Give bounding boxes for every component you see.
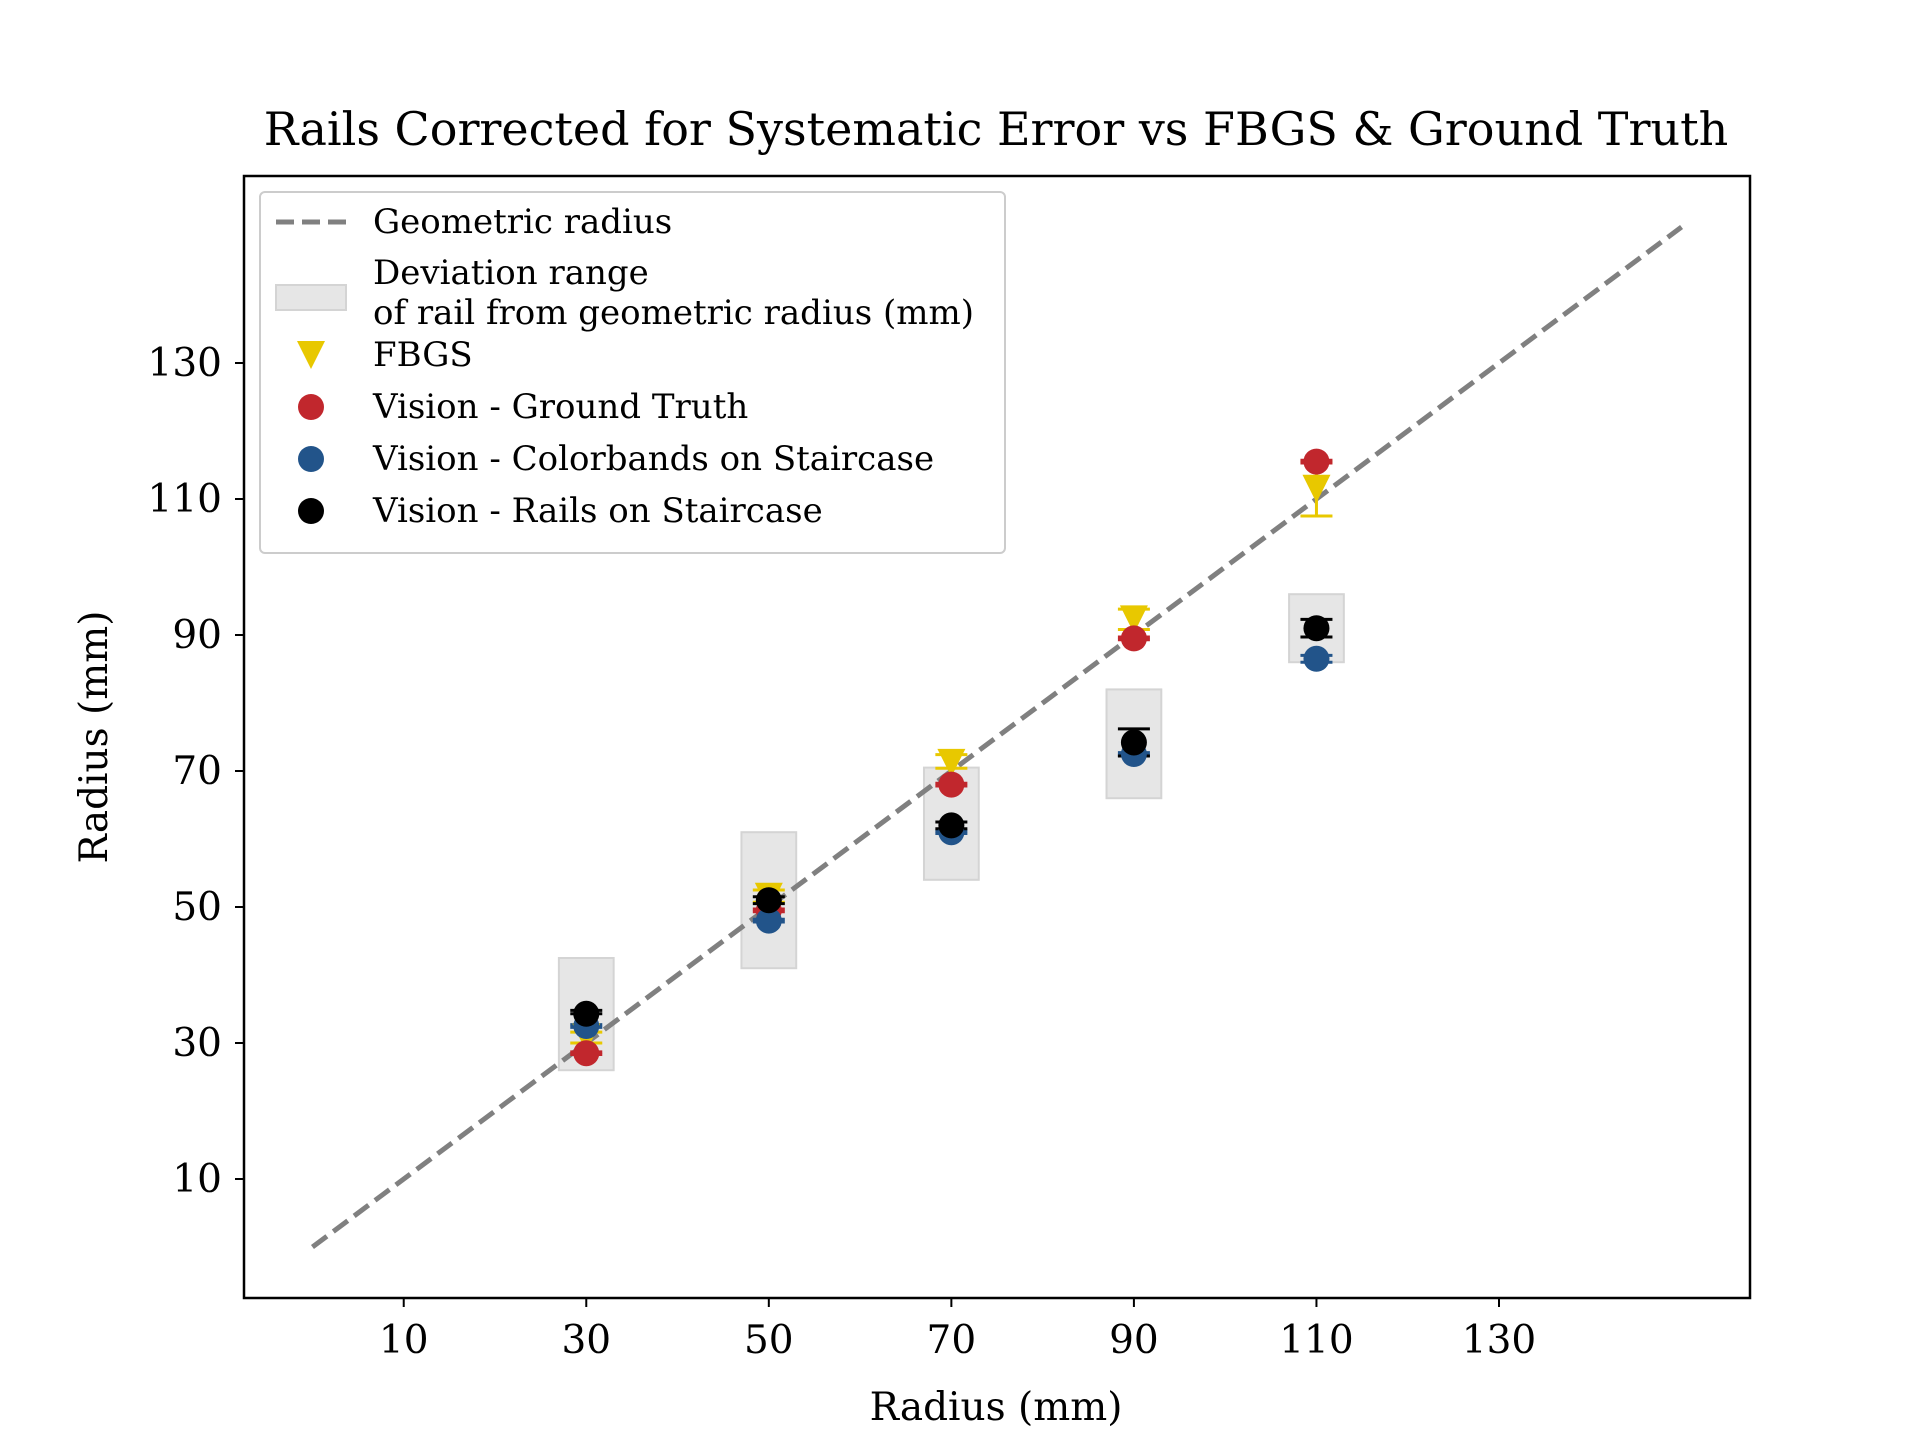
x-tick-label: 110 — [1279, 1318, 1353, 1363]
fbgs-point — [937, 748, 966, 777]
vision-colorbands-on-staircase-point — [755, 907, 782, 934]
x-tick-label: 130 — [1462, 1318, 1536, 1363]
x-tick-label: 30 — [561, 1318, 611, 1363]
x-axis-ticks: 10 30 50 70 90 110 130 — [379, 1298, 1536, 1363]
y-axis-ticks: 10 30 50 70 90 110 130 — [148, 341, 244, 1202]
vision-ground-truth-point — [1303, 448, 1330, 475]
legend-fbgs-marker — [297, 341, 325, 369]
x-tick-label: 10 — [379, 1318, 429, 1363]
legend-fbgs-label: FBGS — [373, 335, 473, 375]
legend-deviation-range-handle — [275, 284, 347, 311]
vision-ground-truth-point — [938, 771, 965, 798]
legend-deviation-range-label-line1: Deviation range — [373, 253, 649, 293]
legend-vision-rails-on-staircase-label: Vision - Rails on Staircase — [372, 491, 823, 531]
x-axis-label: Radius (mm) — [870, 1385, 1123, 1430]
fbgs-point — [1119, 605, 1148, 634]
legend-deviation-range-label-line2: of rail from geometric radius (mm) — [373, 293, 974, 333]
legend-vision-ground-truth-marker — [298, 394, 324, 420]
vision-rails-on-staircase-point — [1303, 615, 1330, 642]
x-tick-label: 90 — [1109, 1318, 1159, 1363]
vision-rails-on-staircase-point — [755, 887, 782, 914]
y-tick-label: 90 — [172, 613, 222, 658]
y-axis-label: Radius (mm) — [72, 611, 117, 864]
x-tick-label: 50 — [744, 1318, 794, 1363]
vision-rails-on-staircase-point — [938, 812, 965, 839]
fbgs-point — [1302, 474, 1331, 503]
y-tick-label: 30 — [172, 1021, 222, 1066]
legend-vision-ground-truth-label: Vision - Ground Truth — [372, 387, 748, 427]
y-tick-label: 110 — [148, 477, 222, 522]
plot-frame — [242, 174, 1752, 1300]
chart-title: Rails Corrected for Systematic Error vs … — [264, 102, 1728, 156]
y-tick-label: 10 — [172, 1157, 222, 1202]
vision-colorbands-on-staircase-point — [1303, 645, 1330, 672]
legend-vision-colorbands-on-staircase-label: Vision - Colorbands on Staircase — [372, 439, 934, 479]
legend-frame — [259, 191, 1006, 554]
vision-ground-truth-point — [573, 1040, 600, 1067]
vision-ground-truth-point — [1120, 625, 1147, 652]
y-tick-label: 130 — [148, 341, 222, 386]
data-markers — [572, 448, 1331, 1067]
vision-rails-on-staircase-point — [1120, 729, 1147, 756]
x-tick-label: 70 — [927, 1318, 977, 1363]
legend-vision-colorbands-on-staircase-marker — [298, 446, 324, 472]
y-tick-label: 50 — [172, 885, 222, 930]
vision-rails-on-staircase-point — [573, 1000, 600, 1027]
legend-vision-rails-on-staircase-marker — [298, 498, 324, 524]
y-tick-label: 70 — [172, 749, 222, 794]
legend-geometric-radius-label: Geometric radius — [373, 202, 672, 242]
